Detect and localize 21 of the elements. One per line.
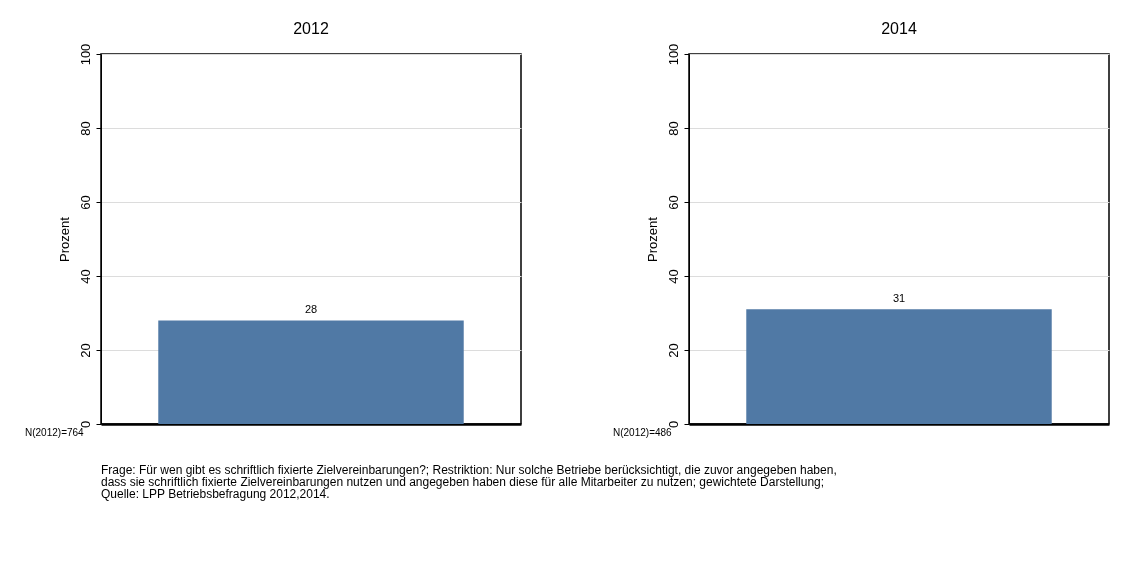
chart-title: 2014 (881, 20, 917, 38)
data-label: 31 (892, 292, 906, 305)
y-tick-label: 20 (665, 343, 681, 358)
y-tick-label: 20 (77, 343, 93, 358)
y-tick-label: 80 (77, 121, 93, 136)
chart-title: 2012 (293, 20, 329, 38)
y-tick-label: 40 (665, 269, 681, 284)
text: N(2012)=486 (613, 427, 673, 438)
y-tick-label: 60 (665, 195, 681, 210)
y-tick-label: 100 (77, 43, 93, 66)
y-tick-label: 0 (77, 420, 93, 429)
y-tick-label: 100 (665, 43, 681, 66)
text: N(2012)=764 (25, 427, 85, 438)
y-axis-title: Prozent (644, 216, 660, 262)
text: Frage: Für wen gibt es schriftlich fixierte Zielvereinbarungen?; Restriktion: Nur solche Betriebe berücksichtigt, die zuvor angegeben haben, dass sie schriftlich fixierte Zielvereinbarungen nutzen und angegeben haben diese für alle Mitarbeiter zu nutzen; gewichtete Darstellung; Quelle: LPP Betriebsbefragung 2012,2014. (101, 463, 837, 501)
y-tick-label: 60 (77, 195, 93, 210)
y-tick-label: 80 (665, 121, 681, 136)
data-label: 28 (304, 303, 318, 316)
y-tick-label: 40 (77, 269, 93, 284)
y-axis-title: Prozent (56, 216, 72, 262)
y-tick-label: 0 (665, 420, 681, 429)
